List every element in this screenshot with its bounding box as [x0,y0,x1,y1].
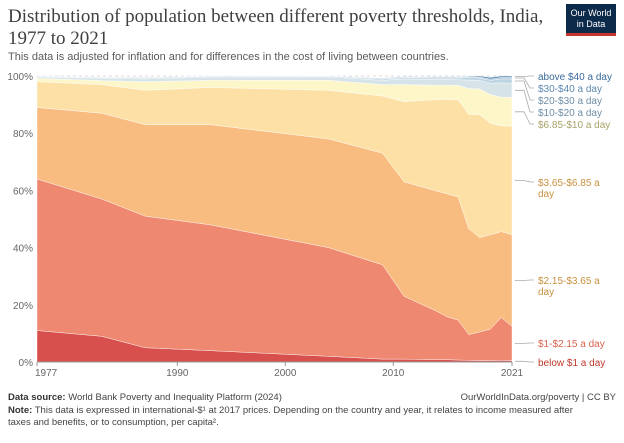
legend-connector [515,77,534,89]
legend-connector [515,111,534,125]
logo-line-1: Our World [570,7,612,18]
x-tick-label: 2021 [501,368,524,379]
y-tick-label: 20% [13,301,33,312]
legend-label: $2.15-$3.65 a day [538,276,600,298]
legend-label-line: day [538,189,554,200]
legend-connector [515,180,534,183]
note-line: Note: This data is expressed in internat… [8,405,616,429]
legend-connector [515,75,534,77]
note-label: Note: [8,405,33,416]
legend-label: above $40 a day [538,72,612,83]
legend-label: $20-$30 a day [538,96,602,107]
legend-label: $3.65-$6.85 a day [538,178,600,200]
logo-line-2: in Data [576,18,606,29]
source-text[interactable]: World Bank Poverty and Inequality Platfo… [68,392,282,403]
y-tick-label: 40% [13,244,33,255]
legend-label: $30-$40 a day [538,84,602,95]
y-tick-label: 0% [19,358,34,369]
axis-layer: 0% 20% 40% 60% 80% 100% 1977 1990 2000 2010 2021 [7,72,523,379]
chart-subtitle: This data is adjusted for inflation and … [8,51,449,63]
y-tick-label: 60% [13,186,33,197]
legend-label: below $1 a day [538,358,605,369]
note-line-2: taxes and benefits, or to consumption, p… [8,417,219,428]
x-tick-label: 1990 [166,368,189,379]
legend-connector [515,279,534,281]
owid-url[interactable]: OurWorldInData.org/poverty | CC BY [460,392,616,403]
source-label: Data source: [8,392,66,403]
legend-layer: below $1 a day $1-$2.15 a day $2.15-$3.65 … [515,72,612,369]
legend-connector [515,80,534,101]
legend-label-line: $3.65-$6.85 a [538,178,600,189]
legend-label: $10-$20 a day [538,108,602,119]
owid-logo[interactable]: Our World in Data [566,4,616,36]
area-series-8 [36,75,513,80]
legend-connector [515,360,534,363]
x-tick-label: 1977 [35,368,58,379]
legend-label-line: $2.15-$3.65 a [538,276,600,287]
legend-label: $6.85-$10 a day [538,120,610,131]
legend-label-line: day [538,287,554,298]
x-tick-label: 2010 [382,368,405,379]
legend-connector [515,89,534,113]
y-tick-label: 100% [7,72,33,83]
source-line: Data source: World Bank Poverty and Ineq… [8,392,282,404]
y-tick-label: 80% [13,129,33,140]
x-tick-label: 2000 [274,368,297,379]
legend-label: $1-$2.15 a day [538,339,605,350]
area-layer [36,75,513,363]
chart-title: Distribution of population between diffe… [8,6,544,49]
note-line-1: This data is expressed in international-… [34,405,573,416]
